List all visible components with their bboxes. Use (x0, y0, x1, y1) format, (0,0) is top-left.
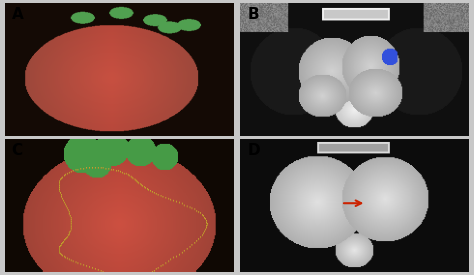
Text: C: C (11, 144, 23, 158)
Text: A: A (11, 7, 23, 22)
Text: D: D (247, 144, 260, 158)
Text: B: B (247, 7, 259, 22)
